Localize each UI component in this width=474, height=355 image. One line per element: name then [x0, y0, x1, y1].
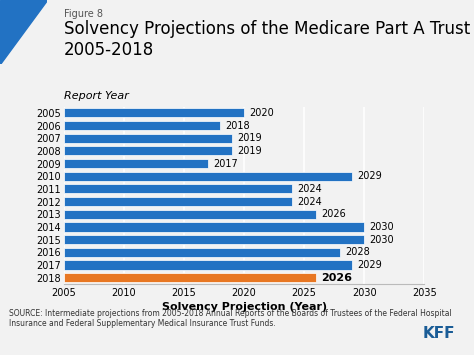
Text: 2030: 2030	[369, 222, 393, 232]
Bar	[64, 273, 316, 282]
Text: SOURCE: Intermediate projections from 2005-2018 Annual Reports of the Boards of : SOURCE: Intermediate projections from 20…	[9, 309, 452, 328]
Text: 2017: 2017	[213, 159, 237, 169]
Bar	[64, 235, 364, 244]
Text: Solvency Projections of the Medicare Part A Trust Fund,
2005-2018: Solvency Projections of the Medicare Par…	[64, 20, 474, 59]
Text: 2019: 2019	[237, 146, 262, 156]
Text: 2024: 2024	[297, 184, 322, 194]
Bar	[64, 133, 232, 143]
Bar	[64, 121, 220, 130]
Text: Report Year: Report Year	[64, 91, 129, 101]
Bar	[64, 248, 340, 257]
Text: 2029: 2029	[357, 171, 382, 181]
Text: KFF: KFF	[422, 326, 455, 341]
Bar	[64, 108, 244, 118]
Text: 2030: 2030	[369, 235, 393, 245]
Text: 2019: 2019	[237, 133, 262, 143]
Bar	[64, 184, 292, 193]
Bar	[64, 261, 352, 269]
Bar	[64, 159, 208, 168]
Bar	[64, 172, 352, 181]
Text: 2026: 2026	[321, 209, 346, 219]
Text: 2024: 2024	[297, 197, 322, 207]
Text: 2020: 2020	[249, 108, 273, 118]
Text: 2029: 2029	[357, 260, 382, 270]
X-axis label: Solvency Projection (Year): Solvency Projection (Year)	[162, 302, 327, 312]
Text: 2018: 2018	[225, 120, 249, 131]
Bar	[64, 222, 364, 231]
Polygon shape	[0, 0, 47, 64]
Bar	[64, 146, 232, 155]
Bar	[64, 197, 292, 206]
Bar	[64, 210, 316, 219]
Text: 2028: 2028	[345, 247, 370, 257]
Text: 2026: 2026	[321, 273, 352, 283]
Text: Figure 8: Figure 8	[64, 9, 103, 19]
